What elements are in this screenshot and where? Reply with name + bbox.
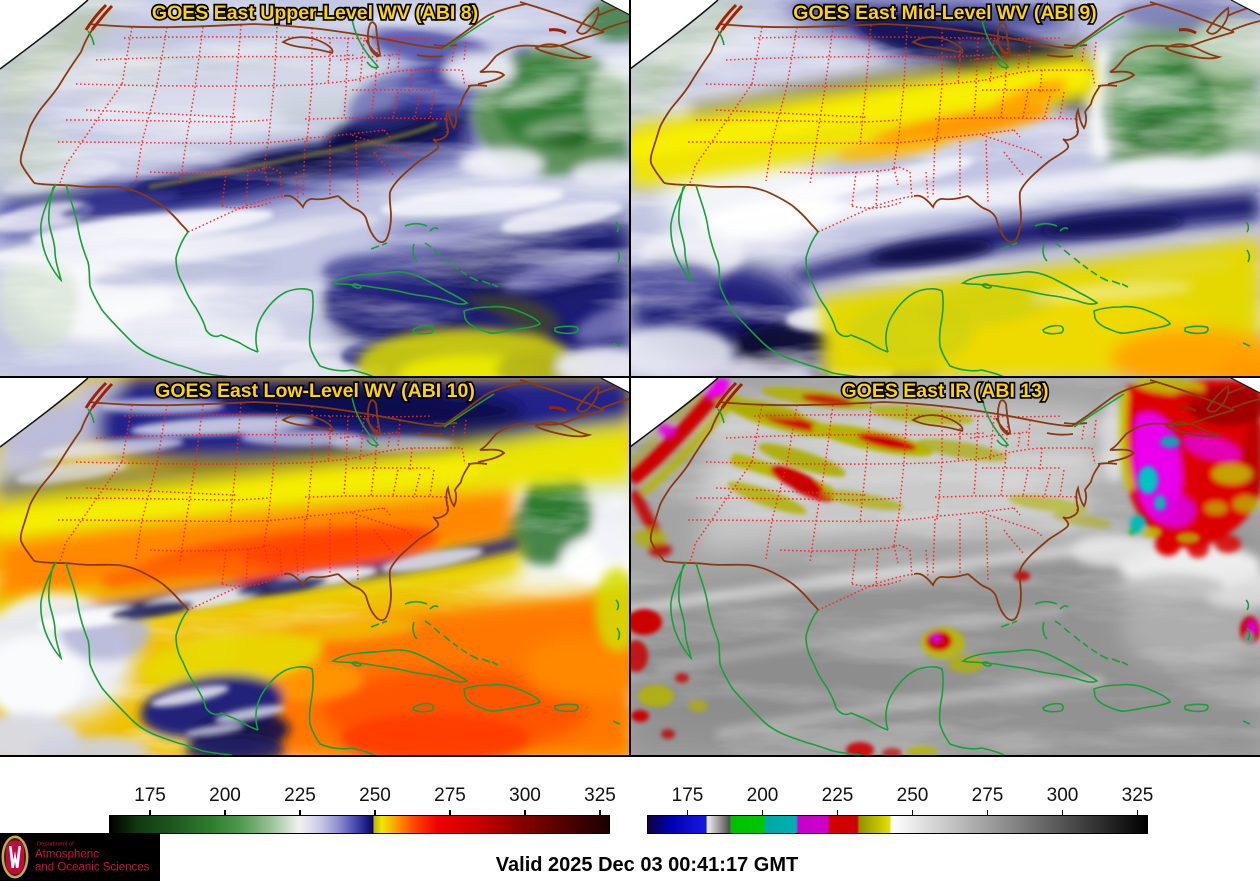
svg-text:Atmospheric: Atmospheric [35, 849, 99, 861]
svg-text:GOES East Low-Level WV (ABI 10: GOES East Low-Level WV (ABI 10) [155, 380, 475, 402]
svg-text:GOES East IR (ABI 13): GOES East IR (ABI 13) [842, 380, 1049, 402]
svg-text:Department of: Department of [37, 842, 74, 848]
svg-text:and Oceanic Sciences: and Oceanic Sciences [35, 862, 150, 874]
svg-text:GOES East Mid-Level WV (ABI 9): GOES East Mid-Level WV (ABI 9) [793, 2, 1096, 24]
svg-text:GOES East Upper-Level WV (ABI: GOES East Upper-Level WV (ABI 8) [152, 2, 478, 24]
